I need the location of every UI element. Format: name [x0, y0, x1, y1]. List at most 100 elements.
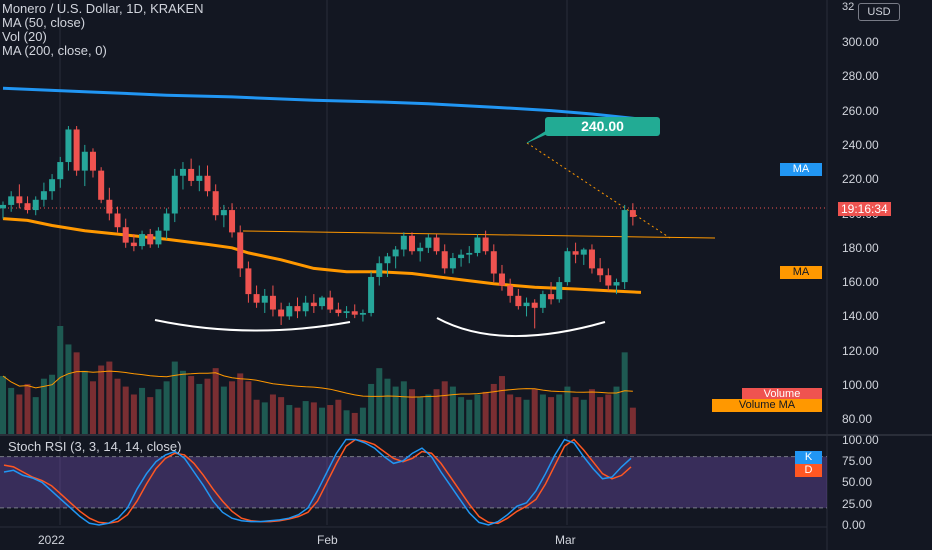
candle-body — [229, 210, 236, 233]
candle-body — [147, 234, 154, 245]
candle-body — [466, 252, 473, 255]
stoch-rsi-title[interactable]: Stoch RSI (3, 3, 14, 14, close) — [8, 439, 182, 454]
price-axis-label: 240.00 — [842, 137, 879, 152]
candle-body — [400, 235, 407, 250]
candle-body — [98, 170, 105, 200]
candle-body — [629, 210, 636, 217]
volume-bar — [24, 383, 31, 434]
candle-body — [49, 179, 56, 192]
legend-ma50[interactable]: MA (50, close) — [2, 15, 86, 30]
volume-bar — [261, 402, 268, 434]
volume-bar — [57, 326, 64, 434]
candle-body — [572, 251, 579, 255]
volume-bar — [294, 407, 301, 434]
candle-body — [441, 251, 448, 269]
candle-body — [65, 129, 72, 163]
volume-bar — [621, 352, 628, 434]
candle-body — [0, 204, 6, 209]
volume-bar — [351, 412, 358, 434]
volume-bar — [515, 397, 522, 434]
volume-bar — [425, 394, 432, 434]
legend-ma200[interactable]: MA (200, close, 0) — [2, 43, 107, 58]
volume-bar — [171, 361, 178, 434]
candle-body — [376, 263, 383, 277]
volume-ma-line — [2, 370, 633, 398]
candle-body — [89, 151, 96, 171]
legend-volume[interactable]: Vol (20) — [2, 29, 47, 44]
volume-bar — [629, 407, 636, 434]
candle-body — [564, 251, 571, 283]
candle-body — [343, 311, 350, 313]
volume-bar — [343, 410, 350, 434]
candle-body — [539, 294, 546, 308]
candle-body — [409, 235, 415, 252]
volume-bar — [147, 397, 154, 434]
candle-body — [114, 213, 121, 228]
stoch-band — [0, 456, 827, 508]
ma50-line — [2, 217, 642, 294]
candle-body — [155, 230, 162, 245]
stoch-axis-label: 50.00 — [842, 475, 873, 490]
stoch-axis-label: 100.00 — [842, 432, 879, 447]
price-axis-label: 160.00 — [842, 275, 879, 290]
volume-bar — [139, 387, 146, 434]
volume-bar — [498, 376, 505, 434]
stoch-k-tag: K — [795, 451, 822, 464]
volume-bar — [523, 399, 530, 434]
stoch-axis-label: 0.00 — [842, 518, 866, 532]
chart-legend: Monero / U.S. Dollar, 1D, KRAKEN MA (50,… — [2, 2, 204, 58]
candle-body — [106, 199, 113, 214]
volume-bar — [65, 344, 72, 434]
volume-bar — [212, 368, 219, 434]
candle-body — [523, 302, 530, 307]
volume-bar — [32, 397, 39, 434]
ma200-line — [2, 86, 642, 121]
volume-bar — [400, 381, 407, 434]
price-axis-label: 80.00 — [842, 412, 873, 427]
candle-body — [613, 282, 620, 286]
candle-body — [310, 302, 317, 307]
volume-bar — [588, 389, 595, 434]
stoch-d-tag: D — [795, 464, 822, 477]
volume-bar — [327, 405, 334, 434]
volume-bar — [130, 394, 137, 434]
volume-bar — [409, 389, 415, 434]
candle-body — [605, 275, 612, 286]
candle-body — [237, 232, 244, 269]
volume-bar — [122, 386, 129, 434]
stoch-axis-label: 75.00 — [842, 453, 873, 468]
volume-bar — [220, 386, 227, 434]
ma50-tag: MA — [780, 266, 822, 279]
currency-button[interactable]: USD — [858, 3, 900, 21]
volume-bar — [73, 352, 80, 434]
candle-body — [556, 282, 563, 300]
volume-bar — [163, 381, 170, 434]
price-axis-label: 140.00 — [842, 309, 879, 324]
candle-body — [392, 249, 399, 257]
candle-body — [621, 210, 628, 283]
candle-body — [245, 268, 252, 295]
volume-bar — [531, 389, 538, 434]
price-axis-label: 300.00 — [842, 35, 879, 49]
price-callout[interactable]: 240.00 — [545, 117, 660, 136]
volume-bar — [580, 399, 587, 434]
candle-body — [24, 203, 31, 211]
price-axis-label: 100.00 — [842, 378, 879, 392]
price-axis-label: 180.00 — [842, 240, 879, 255]
volume-bar — [548, 397, 555, 434]
symbol-title[interactable]: Monero / U.S. Dollar, 1D, KRAKEN — [2, 1, 204, 16]
drawn-curve-left — [154, 319, 351, 332]
volume-bar — [179, 370, 186, 434]
volume-bar — [392, 386, 399, 434]
candle-body — [57, 162, 64, 180]
stoch-axis-label: 25.00 — [842, 496, 873, 511]
candle-body — [8, 196, 15, 205]
volume-bar — [302, 401, 309, 434]
candle-body — [40, 191, 47, 200]
candle-body — [597, 268, 604, 276]
volume-bar — [490, 383, 497, 434]
candle-body — [179, 168, 186, 176]
price-axis-label: 280.00 — [842, 69, 879, 84]
candle-body — [531, 302, 538, 308]
